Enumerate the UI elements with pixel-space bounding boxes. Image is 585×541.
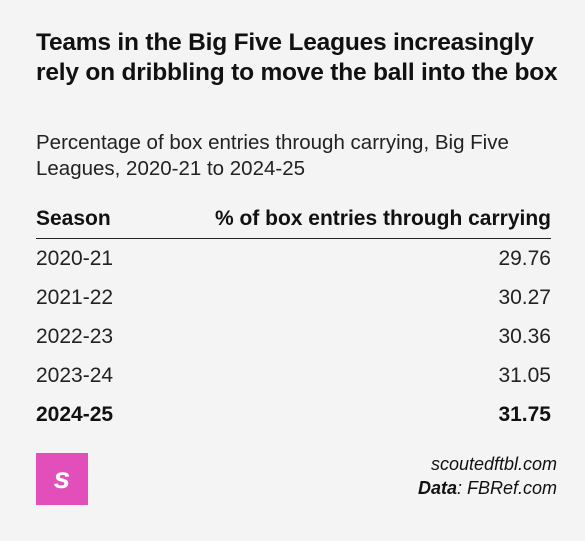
table-header: Season % of box entries through carrying <box>36 200 551 239</box>
season-cell: 2020-21 <box>36 246 114 270</box>
data-table: Season % of box entries through carrying… <box>36 200 551 434</box>
scouted-logo-icon: s <box>36 453 88 505</box>
season-cell: 2022-23 <box>36 324 114 348</box>
value-cell: 31.75 <box>498 402 551 426</box>
season-cell: 2023-24 <box>36 363 114 387</box>
value-cell: 29.76 <box>498 246 551 270</box>
chart-title: Teams in the Big Five Leagues increasing… <box>36 29 558 86</box>
season-cell: 2024-25 <box>36 402 114 426</box>
value-cell: 30.27 <box>498 285 551 309</box>
source-credits: scoutedftbl.com Data: FBRef.com <box>418 452 557 500</box>
site-credit: scoutedftbl.com <box>430 454 557 474</box>
chart-subtitle: Percentage of box entries through carryi… <box>36 131 509 180</box>
table-row: 2022-23 30.36 <box>36 317 551 356</box>
data-credit: Data: FBRef.com <box>418 476 557 500</box>
table-row: 2020-21 29.76 <box>36 239 551 278</box>
column-header-percentage: % of box entries through carrying <box>214 207 551 230</box>
table-row-highlighted: 2024-25 31.75 <box>36 395 551 434</box>
value-cell: 30.36 <box>498 324 551 348</box>
column-header-season: Season <box>36 207 111 230</box>
value-cell: 31.05 <box>498 363 551 387</box>
logo-glyph: s <box>53 462 71 495</box>
data-credit-source: : FBRef.com <box>456 478 557 498</box>
season-cell: 2021-22 <box>36 285 114 309</box>
table-row: 2021-22 30.27 <box>36 278 551 317</box>
data-credit-label: Data <box>417 478 457 498</box>
table-row: 2023-24 31.05 <box>36 356 551 395</box>
